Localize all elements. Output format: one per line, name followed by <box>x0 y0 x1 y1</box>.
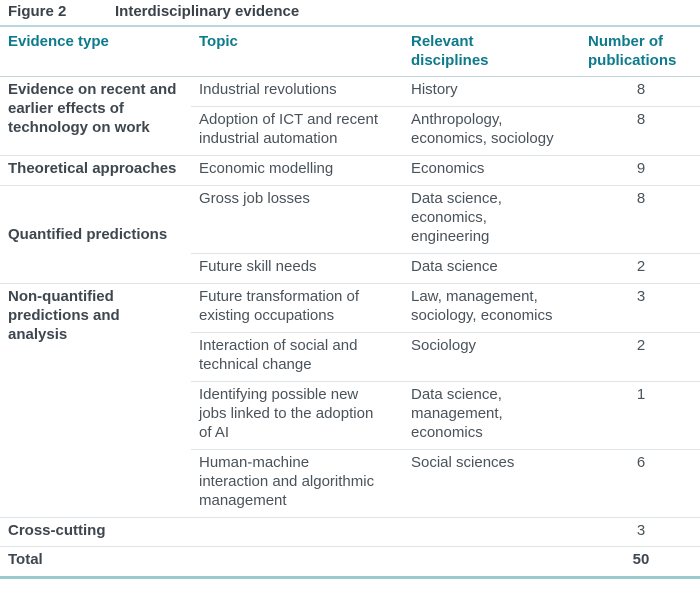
table-group-theoretical-approaches: Theoretical approaches Economic modellin… <box>0 155 700 185</box>
topic-cell: Identifying possible new jobs linked to … <box>199 386 374 441</box>
total-label: Total <box>8 551 43 568</box>
disciplines-cell: Social sciences <box>411 454 515 471</box>
publications-count-cell: 2 <box>636 258 646 275</box>
table-row: Economic modelling Economics 9 <box>191 156 700 185</box>
evidence-type-cell: Quantified predictions <box>8 226 168 243</box>
group-rows: Industrial revolutions History 8 Adoptio… <box>191 77 700 155</box>
disciplines-cell: Anthropology, economics, sociology <box>411 111 554 147</box>
bottom-rule <box>0 576 700 579</box>
total-row: Total 50 <box>0 546 700 575</box>
disciplines-cell: Law, management, sociology, economics <box>411 288 553 324</box>
table-group-non-quantified-predictions: Non-quantified predictions and analysis … <box>0 283 700 517</box>
topic-cell: Gross job losses <box>199 190 310 207</box>
topic-cell: Future transformation of existing occupa… <box>199 288 360 324</box>
publications-count-cell: 8 <box>636 190 646 207</box>
disciplines-cell: Economics <box>411 160 485 177</box>
table-row: Adoption of ICT and recent industrial au… <box>191 106 700 155</box>
topic-cell: Human-machine interaction and algorithmi… <box>199 454 375 509</box>
column-header-topic: Topic <box>199 33 238 50</box>
group-rows: Economic modelling Economics 9 <box>191 156 700 185</box>
table-row: Future skill needs Data science 2 <box>191 253 700 283</box>
topic-cell: Adoption of ICT and recent industrial au… <box>199 111 379 147</box>
topic-cell: Future skill needs <box>199 258 317 275</box>
publications-count-cell: 9 <box>636 160 646 177</box>
topic-cell: Economic modelling <box>199 160 334 177</box>
table-row: Human-machine interaction and algorithmi… <box>191 449 700 517</box>
cross-cutting-row: Cross-cutting 3 <box>0 517 700 546</box>
topic-cell: Interaction of social and technical chan… <box>199 337 358 373</box>
publications-count-cell: 2 <box>636 337 646 354</box>
disciplines-cell: History <box>411 81 458 98</box>
group-rows: Future transformation of existing occupa… <box>191 284 700 517</box>
group-rows: Gross job losses Data science, economics… <box>191 186 700 283</box>
table-header-row: Evidence type Topic Relevant disciplines… <box>0 27 700 77</box>
evidence-type-cell: Evidence on recent and earlier effects o… <box>8 81 177 136</box>
table-group-quantified-predictions: Quantified predictions Gross job losses … <box>0 185 700 283</box>
disciplines-cell: Data science, management, economics <box>411 386 503 441</box>
table-row: Identifying possible new jobs linked to … <box>191 381 700 449</box>
publications-count-cell: 3 <box>636 288 646 305</box>
publications-count-cell: 8 <box>636 111 646 128</box>
total-count-cell: 50 <box>632 551 650 568</box>
table-row: Interaction of social and technical chan… <box>191 332 700 381</box>
title-rule <box>0 25 700 27</box>
publications-count-cell: 1 <box>636 386 646 403</box>
disciplines-cell: Data science <box>411 258 498 275</box>
disciplines-cell: Data science, economics, engineering <box>411 190 502 245</box>
evidence-type-cell: Non-quantified predictions and analysis <box>8 288 120 343</box>
cross-cutting-label: Cross-cutting <box>8 522 106 539</box>
evidence-type-cell: Theoretical approaches <box>8 160 177 177</box>
figure-title-row: Figure 2 Interdisciplinary evidence <box>0 2 700 25</box>
table-row: Future transformation of existing occupa… <box>191 284 700 332</box>
figure-title: Interdisciplinary evidence <box>115 3 300 20</box>
publications-count-cell: 3 <box>636 522 646 539</box>
disciplines-cell: Sociology <box>411 337 477 354</box>
publications-count-cell: 8 <box>636 81 646 98</box>
table-row: Gross job losses Data science, economics… <box>191 186 700 253</box>
table-group-technology-effects: Evidence on recent and earlier effects o… <box>0 77 700 155</box>
topic-cell: Industrial revolutions <box>199 81 337 98</box>
publications-count-cell: 6 <box>636 454 646 471</box>
column-header-number-of-publications: Number of publications <box>588 33 677 69</box>
table-row: Industrial revolutions History 8 <box>191 77 700 106</box>
column-header-evidence-type: Evidence type <box>8 33 109 50</box>
figure-number: Figure 2 <box>8 3 67 20</box>
interdisciplinary-evidence-table: Figure 2 Interdisciplinary evidence Evid… <box>0 2 700 579</box>
column-header-relevant-disciplines: Relevant disciplines <box>411 33 489 69</box>
